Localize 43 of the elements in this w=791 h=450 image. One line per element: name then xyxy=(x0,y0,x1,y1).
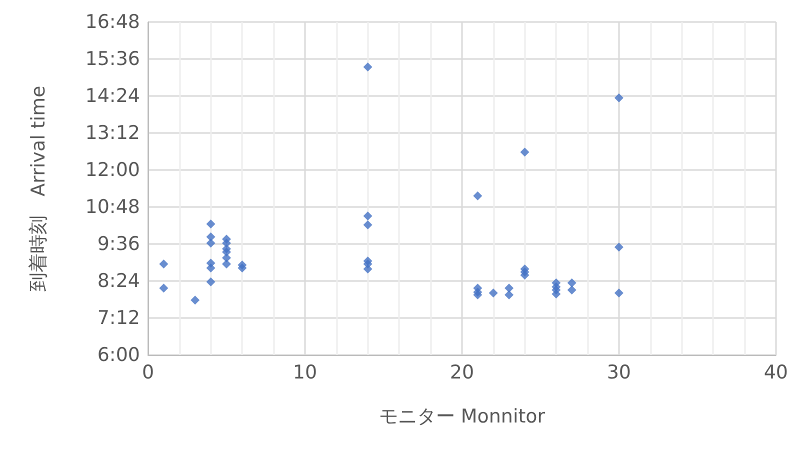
y-tick-label: 6:00 xyxy=(97,344,140,366)
y-tick-label: 16:48 xyxy=(85,11,140,33)
point xyxy=(473,290,482,300)
point xyxy=(190,296,200,305)
point xyxy=(222,253,231,262)
point xyxy=(238,264,247,273)
point xyxy=(206,264,216,273)
point xyxy=(363,211,372,220)
y-tick-label: 9:36 xyxy=(97,233,140,255)
point xyxy=(504,284,514,293)
point xyxy=(614,93,624,102)
point xyxy=(159,260,168,269)
point xyxy=(363,264,372,274)
point xyxy=(206,219,216,228)
y-tick-label: 14:24 xyxy=(85,85,140,107)
y-tick-label: 8:24 xyxy=(97,270,140,292)
point xyxy=(473,191,482,200)
x-tick-label: 10 xyxy=(292,362,318,384)
point xyxy=(159,284,168,293)
x-tick-label: 0 xyxy=(142,362,154,384)
x-tick-label: 20 xyxy=(450,362,474,384)
y-tick-label: 13:12 xyxy=(85,122,140,144)
point xyxy=(488,288,498,298)
point xyxy=(206,238,216,248)
point xyxy=(363,220,372,230)
y-axis-title: 到着時刻 Arrival time xyxy=(28,86,50,292)
point xyxy=(504,290,514,300)
point xyxy=(552,289,561,298)
y-tick-label: 12:00 xyxy=(85,159,140,181)
point xyxy=(520,148,530,157)
point xyxy=(567,285,576,294)
x-axis-title: モニター Monnitor xyxy=(378,406,546,428)
y-tick-label: 7:12 xyxy=(97,307,140,329)
point xyxy=(567,278,576,288)
point xyxy=(614,242,624,252)
y-tick-label: 15:36 xyxy=(85,48,140,70)
y-tick-label: 10:48 xyxy=(85,196,140,218)
x-tick-label: 30 xyxy=(606,362,632,384)
point xyxy=(206,277,216,286)
point xyxy=(363,62,372,72)
x-tick-label: 40 xyxy=(764,362,788,384)
point xyxy=(614,288,624,298)
point xyxy=(222,260,231,269)
